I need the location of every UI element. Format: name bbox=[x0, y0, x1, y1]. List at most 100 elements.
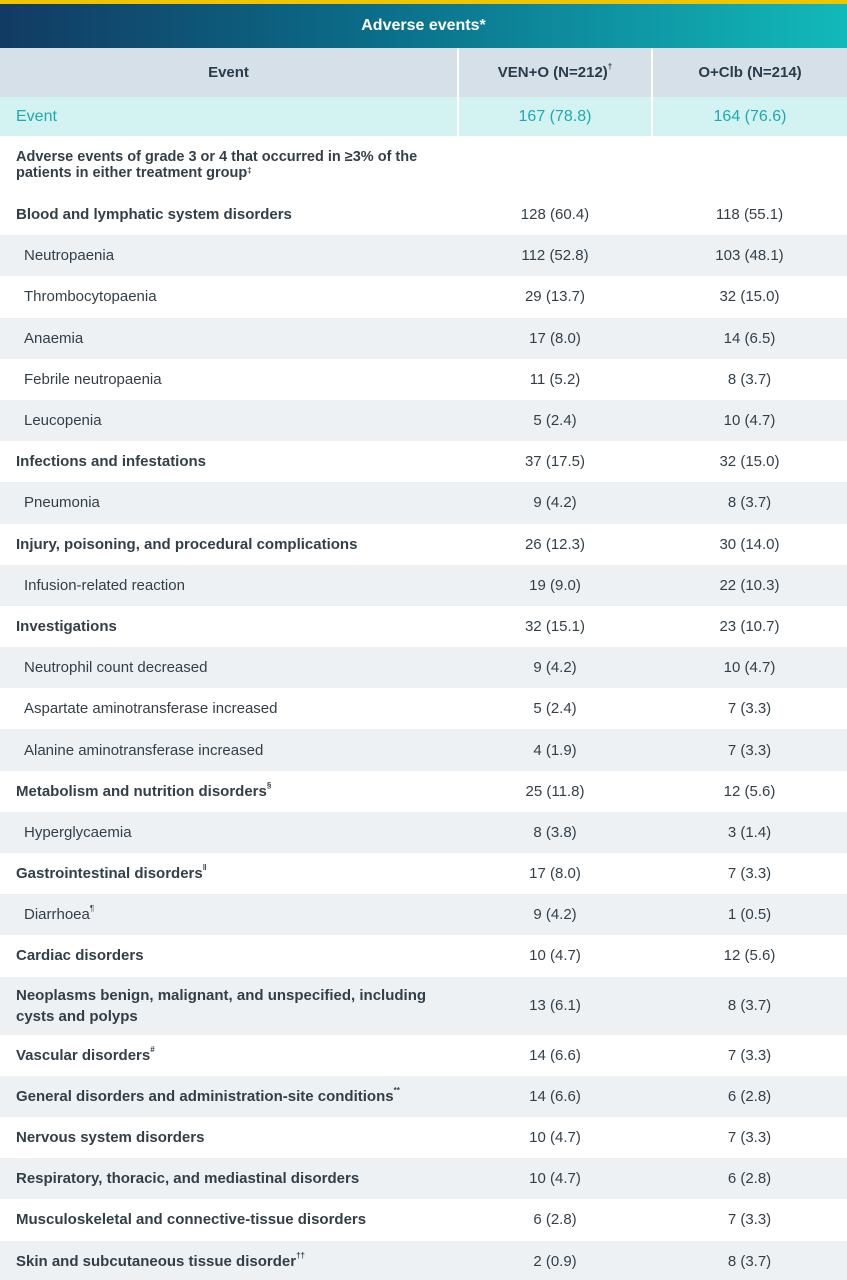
row-ven-o-value: 11 (5.2) bbox=[529, 370, 581, 388]
row-event-label: Thrombocytopaenia bbox=[24, 288, 157, 306]
row-ven-o-value: 14 (6.6) bbox=[458, 1075, 652, 1117]
row-event-label: Pneumonia bbox=[0, 482, 458, 524]
table-row: Anaemia 17 (8.0) 14 (6.5) bbox=[0, 317, 847, 359]
table-row: Leucopenia 5 (2.4) 10 (4.7) bbox=[0, 399, 847, 442]
row-o-clb-value: 10 (4.7) bbox=[652, 399, 847, 442]
row-ven-o-value: 128 (60.4) bbox=[520, 206, 590, 224]
row-ven-o-value: 2 (0.9) bbox=[458, 1240, 652, 1280]
footnote-mark: # bbox=[150, 1044, 155, 1054]
row-o-clb-value: 8 (3.7) bbox=[652, 1240, 847, 1280]
row-o-clb-value: 118 (55.1) bbox=[715, 206, 784, 224]
table-title: Adverse events* bbox=[361, 17, 486, 34]
footnote-mark: ‖ bbox=[202, 863, 207, 873]
table-row: Neoplasms benign, malignant, and unspeci… bbox=[0, 976, 847, 1035]
row-o-clb-value: 23 (10.7) bbox=[719, 617, 780, 635]
row-ven-o-value: 37 (17.5) bbox=[524, 453, 586, 471]
table-row: Diarrhoea¶ 9 (4.2) 1 (0.5) bbox=[0, 894, 847, 936]
row-o-clb-value: 6 (2.8) bbox=[652, 1158, 847, 1200]
column-header-row: Event VEN+O (N=212)† O+Clb (N=214) bbox=[0, 48, 847, 97]
table-row: Infections and infestations 37 (17.5) 32 (… bbox=[0, 441, 847, 482]
summary-o-clb-value: 164 (76.6) bbox=[651, 97, 847, 136]
row-o-clb-value: 32 (15.0) bbox=[719, 453, 780, 471]
row-ven-o-value: 9 (4.2) bbox=[458, 647, 652, 689]
row-ven-o-value: 17 (8.0) bbox=[458, 317, 652, 359]
table-row: Investigations 32 (15.1) 23 (10.7) bbox=[0, 606, 847, 647]
row-ven-o-value: 26 (12.3) bbox=[524, 535, 586, 553]
table-row: Gastrointestinal disorders‖ 17 (8.0) 7 (3.… bbox=[0, 853, 847, 894]
dagger-footnote-mark: † bbox=[607, 62, 613, 71]
row-o-clb-value: 14 (6.5) bbox=[652, 317, 847, 359]
table-row: Musculoskeletal and connective-tissue di… bbox=[0, 1199, 847, 1240]
row-event-label: Neoplasms benign, malignant, and unspeci… bbox=[0, 976, 458, 1035]
row-event-label: Leucopenia bbox=[0, 399, 458, 442]
row-ven-o-value: 8 (3.8) bbox=[458, 811, 652, 853]
table-row: Neutropaenia 112 (52.8) 103 (48.1) bbox=[0, 235, 847, 277]
table-row: Infusion-related reaction 19 (9.0) 22 (10.… bbox=[0, 564, 847, 606]
row-event-label: Neutropaenia bbox=[0, 235, 458, 277]
table-row: Hyperglycaemia 8 (3.8) 3 (1.4) bbox=[0, 811, 847, 853]
column-header-event: Event bbox=[0, 48, 458, 97]
row-event-label: Nervous system disorders bbox=[16, 1129, 205, 1147]
table-row: Nervous system disorders 10 (4.7) 7 (3.3) bbox=[0, 1117, 847, 1158]
table-title-bar: Adverse events* bbox=[0, 4, 847, 48]
table-row: Skin and subcutaneous tissue disorder†† 2… bbox=[0, 1240, 847, 1280]
row-o-clb-value: 7 (3.3) bbox=[727, 1211, 772, 1229]
row-event-label: Neutrophil count decreased bbox=[0, 647, 458, 689]
row-o-clb-value: 7 (3.3) bbox=[727, 1046, 772, 1064]
row-o-clb-value: 8 (3.7) bbox=[652, 976, 847, 1035]
row-event-label: Metabolism and nutrition disorders§ bbox=[16, 780, 272, 800]
table-row: Neutrophil count decreased 9 (4.2) 10 (4.7… bbox=[0, 647, 847, 689]
row-o-clb-value: 6 (2.8) bbox=[652, 1075, 847, 1117]
row-event-label: Skin and subcutaneous tissue disorder†† bbox=[0, 1240, 458, 1280]
footnote-mark: †† bbox=[296, 1250, 305, 1260]
row-ven-o-value: 9 (4.2) bbox=[458, 482, 652, 524]
row-o-clb-value: 22 (10.3) bbox=[652, 564, 847, 606]
row-o-clb-value: 3 (1.4) bbox=[652, 811, 847, 853]
row-o-clb-value: 1 (0.5) bbox=[652, 894, 847, 936]
row-o-clb-value: 12 (5.6) bbox=[723, 782, 776, 800]
row-ven-o-value: 19 (9.0) bbox=[458, 564, 652, 606]
summary-event-row: Event 167 (78.8) 164 (76.6) bbox=[0, 97, 847, 136]
row-ven-o-value: 13 (6.1) bbox=[458, 976, 652, 1035]
table-row: Vascular disorders# 14 (6.6) 7 (3.3) bbox=[0, 1035, 847, 1076]
row-o-clb-value: 7 (3.3) bbox=[727, 700, 772, 718]
table-row: Aspartate aminotransferase increased 5 (2… bbox=[0, 688, 847, 729]
row-ven-o-value: 25 (11.8) bbox=[525, 782, 585, 800]
row-event-label: Blood and lymphatic system disorders bbox=[16, 206, 292, 224]
row-event-label: Investigations bbox=[16, 617, 117, 635]
row-ven-o-value: 5 (2.4) bbox=[533, 700, 577, 718]
summary-event-label: Event bbox=[0, 97, 458, 136]
row-o-clb-value: 30 (14.0) bbox=[719, 535, 780, 553]
row-ven-o-value: 17 (8.0) bbox=[529, 865, 581, 883]
grade-3-4-subheader-row: Adverse events of grade 3 or 4 that occu… bbox=[0, 136, 847, 194]
table-row: Metabolism and nutrition disorders§ 25 (1… bbox=[0, 771, 847, 812]
row-event-label: Hyperglycaemia bbox=[0, 811, 458, 853]
row-event-label: Alanine aminotransferase increased bbox=[0, 729, 458, 771]
table-row: Febrile neutropaenia 11 (5.2) 8 (3.7) bbox=[0, 359, 847, 400]
row-o-clb-value: 32 (15.0) bbox=[719, 288, 780, 306]
footnote-mark: ** bbox=[393, 1085, 400, 1095]
table-row: Thrombocytopaenia 29 (13.7) 32 (15.0) bbox=[0, 276, 847, 317]
row-event-label: General disorders and administration-sit… bbox=[0, 1075, 458, 1117]
row-ven-o-value: 4 (1.9) bbox=[458, 729, 652, 771]
row-o-clb-value: 7 (3.3) bbox=[652, 729, 847, 771]
row-ven-o-value: 29 (13.7) bbox=[524, 288, 586, 306]
accent-stripe bbox=[0, 0, 847, 4]
row-o-clb-value: 12 (5.6) bbox=[723, 947, 776, 965]
table-row: General disorders and administration-sit… bbox=[0, 1075, 847, 1117]
row-event-label: Cardiac disorders bbox=[16, 947, 144, 965]
row-o-clb-value: 8 (3.7) bbox=[727, 370, 772, 388]
row-ven-o-value: 10 (4.7) bbox=[529, 947, 581, 965]
row-event-label: Gastrointestinal disorders‖ bbox=[16, 863, 207, 883]
footnote-mark: § bbox=[266, 780, 272, 790]
table-row: Pneumonia 9 (4.2) 8 (3.7) bbox=[0, 482, 847, 524]
column-header-o-clb: O+Clb (N=214) bbox=[651, 48, 847, 97]
row-event-label: Infusion-related reaction bbox=[0, 564, 458, 606]
row-event-label: Respiratory, thoracic, and mediastinal d… bbox=[0, 1158, 458, 1200]
row-ven-o-value: 112 (52.8) bbox=[458, 235, 652, 277]
adverse-events-table: Event VEN+O (N=212)† O+Clb (N=214) Event… bbox=[0, 48, 847, 1280]
row-o-clb-value: 8 (3.7) bbox=[652, 482, 847, 524]
row-ven-o-value: 9 (4.2) bbox=[458, 894, 652, 936]
row-o-clb-value: 7 (3.3) bbox=[727, 1129, 772, 1147]
